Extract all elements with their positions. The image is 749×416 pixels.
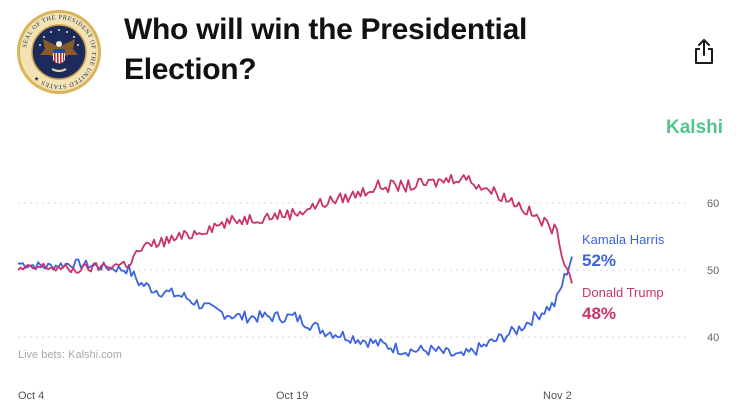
series-value-label: 52% [582, 251, 616, 270]
series-name-label: Donald Trump [582, 285, 664, 300]
page-title: Who will win the Presidential Election? [124, 13, 528, 86]
share-icon[interactable] [692, 38, 716, 66]
chart-series [17, 173, 573, 357]
chart-labels: Kamala Harris 52% Donald Trump 48% [582, 232, 665, 323]
x-tick-label: Oct 19 [276, 390, 308, 402]
kalshi-brand-label: Kalshi [666, 117, 724, 138]
chart-grid: 40 50 60 Oct 4 Oct 19 Nov 2 [18, 198, 719, 402]
y-tick-label: 50 [707, 265, 719, 277]
series-name-label: Kamala Harris [582, 232, 665, 247]
presidential-seal-logo: SEAL OF THE PRESIDENT OF THE UNITED STAT… [17, 10, 101, 94]
y-tick-label: 60 [707, 198, 719, 210]
series-line-harris [17, 256, 573, 357]
source-label: Live bets: Kalshi.com [18, 349, 122, 361]
x-tick-label: Oct 4 [18, 390, 44, 402]
series-line-trump [17, 173, 573, 284]
series-value-label: 48% [582, 304, 616, 323]
y-tick-label: 40 [707, 332, 719, 344]
x-tick-label: Nov 2 [543, 390, 572, 402]
